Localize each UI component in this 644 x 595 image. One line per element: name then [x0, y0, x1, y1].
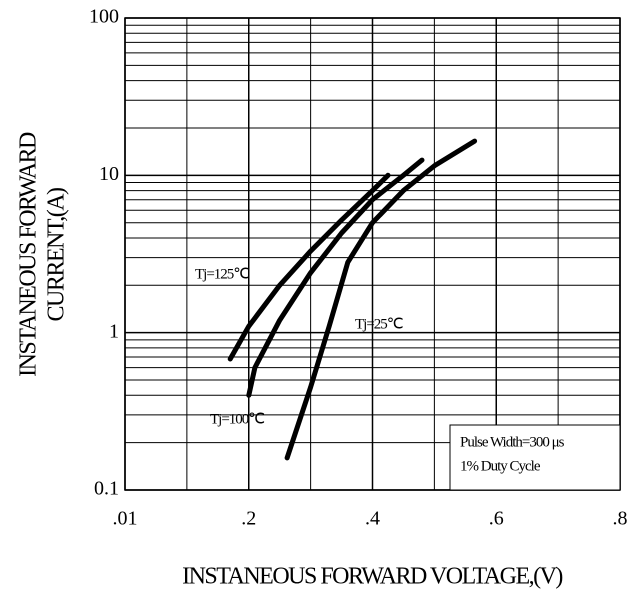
annotation-box	[449, 424, 621, 491]
annotation: 1% Duty Cycle	[460, 458, 541, 474]
y-tick-label: 1	[109, 320, 119, 342]
curve	[227, 172, 391, 362]
series-label: Tj=100℃	[210, 411, 264, 427]
x-tick-label: .2	[241, 508, 256, 530]
annotation: Pulse Width=300 μs	[460, 434, 565, 450]
x-tick-label: .6	[489, 508, 504, 530]
x-tick-label: .4	[365, 508, 380, 530]
y-axis-title: CURRENT,(A)	[44, 188, 70, 322]
curve	[246, 157, 425, 398]
y-tick-label: 10	[99, 163, 119, 185]
curve	[284, 138, 478, 461]
x-tick-label: .01	[113, 508, 138, 530]
series-label: Tj=25℃	[355, 316, 403, 332]
y-tick-label: 100	[89, 6, 119, 28]
plot-frame	[124, 17, 621, 491]
series-label: Tj=125℃	[195, 266, 249, 282]
y-axis-title: INSTANEOUS FORWARD	[16, 132, 42, 377]
x-axis-title: INSTANEOUS FORWARD VOLTAGE,(V)	[182, 564, 562, 590]
x-tick-label: .8	[613, 508, 628, 530]
y-tick-label: 0.1	[94, 478, 119, 500]
